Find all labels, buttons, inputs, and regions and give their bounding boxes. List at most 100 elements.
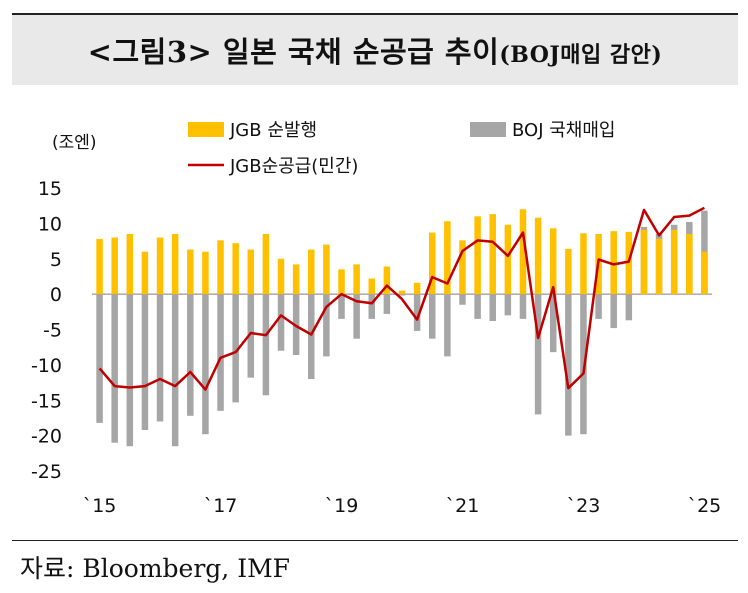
boj-bar (141, 294, 149, 430)
jgb-bar (534, 217, 542, 295)
boj-bar (111, 294, 118, 443)
jgb-bar (217, 240, 224, 295)
boj-bar (383, 294, 391, 314)
jgb-bar (686, 233, 693, 295)
jgb-bar (640, 229, 648, 295)
boj-bar (444, 294, 451, 357)
jgb-bar (338, 269, 345, 295)
jgb-bar (187, 249, 194, 295)
jgb-bar (141, 251, 149, 295)
boj-bar (126, 294, 134, 447)
chart-title-main: <그림3> 일본 국채 순공급 추이 (87, 35, 500, 69)
legend: JGB 순발행 BOJ 국채매입 JGB순공급(민간) (188, 120, 615, 177)
boj-bar (428, 294, 436, 339)
jgb-bar (413, 282, 421, 295)
jgb-bar (277, 258, 285, 295)
jgb-bar (96, 238, 103, 295)
net-supply-line (98, 206, 705, 391)
boj-bar (277, 294, 285, 351)
boj-bar (625, 294, 633, 321)
jgb-bar (610, 231, 617, 295)
x-tick-label: `15 (83, 495, 117, 517)
jgb-bar (474, 216, 481, 295)
boj-bar (413, 294, 421, 331)
x-axis: `15 `17 `19 `21 `23 `25 (83, 495, 722, 517)
jgb-bar (459, 240, 466, 295)
jgb-bar (111, 237, 118, 295)
boj-bar (610, 294, 617, 329)
jgb-bar (519, 209, 527, 295)
x-tick-label: `17 (204, 495, 238, 517)
y-tick-label: -25 (31, 461, 62, 483)
y-tick-label: -5 (43, 320, 62, 342)
y-tick-label: 10 (38, 213, 62, 235)
boj-bar (504, 294, 512, 316)
boj-bar (171, 294, 179, 447)
boj-bar (96, 294, 103, 423)
boj-bar (156, 294, 164, 422)
y-tick-label: -20 (31, 426, 62, 448)
jgb-bar (655, 238, 663, 295)
jgb-bar (323, 244, 330, 295)
legend-swatch-jgb (188, 122, 224, 137)
jgb-bar (398, 290, 406, 295)
y-tick-label: -15 (31, 390, 62, 412)
boj-bar (565, 294, 572, 436)
x-tick-label: `23 (567, 495, 601, 517)
boj-bar (549, 294, 557, 353)
jgb-bar (292, 264, 300, 295)
boj-bar (398, 294, 406, 296)
legend-label-boj: BOJ 국채매입 (512, 120, 615, 141)
boj-bar (262, 294, 270, 396)
jgb-bar (549, 228, 557, 295)
boj-bar (232, 294, 239, 403)
legend-swatch-boj (470, 122, 506, 137)
x-tick-label: `25 (688, 495, 722, 517)
jgb-bar (565, 248, 572, 295)
boj-bar (489, 294, 496, 322)
boj-bar (519, 294, 527, 319)
boj-bar (247, 294, 255, 378)
jgb-bar (368, 278, 376, 295)
boj-bar (308, 294, 315, 380)
legend-label-jgb: JGB 순발행 (229, 120, 317, 141)
boj-bar (323, 294, 330, 357)
jgb-bar (232, 243, 239, 295)
boj-bar (353, 294, 360, 339)
y-axis: 15 10 5 0 -5 -10 -15 -20 -25 (31, 178, 62, 483)
jgb-bar (171, 233, 179, 295)
x-tick-label: `19 (325, 495, 359, 517)
title-box: <그림3> 일본 국채 순공급 추이(BOJ매입 감안) (12, 13, 738, 85)
x-tick-label: `21 (446, 495, 480, 517)
jgb-bar (262, 233, 270, 295)
boj-bar (202, 294, 209, 435)
jgb-bar (308, 249, 315, 295)
jgb-bar (247, 249, 255, 295)
jgb-bar (504, 224, 512, 295)
chart-title: <그림3> 일본 국채 순공급 추이(BOJ매입 감안) (88, 29, 663, 71)
y-tick-label: -10 (31, 355, 62, 377)
jgb-bar (428, 232, 436, 295)
jgb-bar (202, 251, 209, 295)
boj-bar (187, 294, 194, 416)
y-tick-label: 5 (50, 249, 62, 271)
y-tick-label: 15 (38, 178, 62, 200)
boj-bar (217, 294, 224, 411)
jgb-bar (670, 229, 678, 295)
y-tick-label: 0 (50, 284, 62, 306)
chart-title-sub: (BOJ매입 감안) (499, 42, 663, 68)
boj-bar (459, 294, 466, 305)
bottom-rule (12, 540, 738, 541)
jgb-bar (126, 233, 134, 295)
jgb-bar (701, 251, 708, 295)
jgb-bars (96, 209, 708, 295)
jgb-bar (383, 266, 391, 295)
jgb-bar (353, 264, 360, 295)
jgb-bar (625, 231, 633, 295)
legend-label-line: JGB순공급(민간) (229, 156, 358, 177)
boj-bar (595, 294, 602, 319)
jgb-bar (156, 237, 164, 295)
jgb-bar (580, 233, 587, 295)
net-supply-polyline (98, 206, 705, 391)
jgb-bar (444, 221, 451, 295)
